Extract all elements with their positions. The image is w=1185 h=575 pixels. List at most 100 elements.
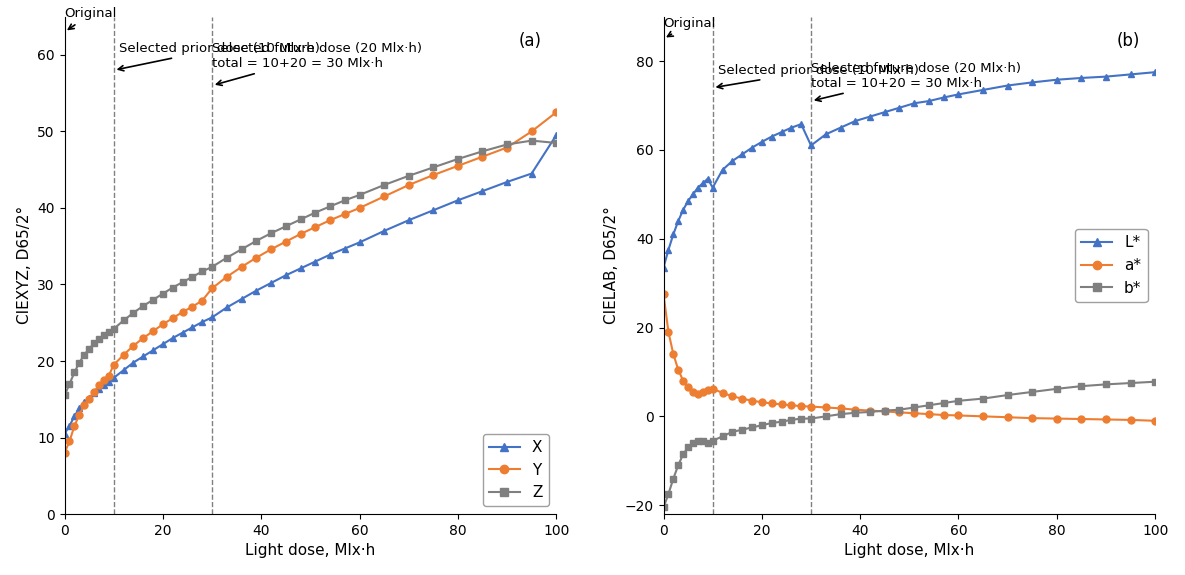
Z	[402, 172, 416, 179]
X	[72, 405, 87, 412]
a*	[755, 398, 769, 405]
a*	[1148, 417, 1162, 424]
b*	[952, 397, 966, 404]
Z	[235, 246, 249, 253]
Text: Selected future dose (20 Mlx·h)
total = 10+20 = 30 Mlx·h: Selected future dose (20 Mlx·h) total = …	[811, 62, 1021, 101]
X	[68, 413, 82, 420]
L*	[656, 264, 671, 271]
L*	[833, 124, 847, 131]
Line: Z: Z	[62, 137, 559, 399]
X	[402, 217, 416, 224]
L*	[848, 117, 863, 124]
X	[107, 374, 121, 381]
b*	[863, 408, 877, 415]
a*	[696, 389, 710, 396]
L*	[681, 198, 696, 205]
Z	[475, 148, 489, 155]
X	[294, 265, 308, 272]
Z	[219, 254, 233, 261]
Y	[278, 238, 293, 245]
a*	[1025, 415, 1039, 421]
X	[549, 132, 563, 139]
Text: Original: Original	[64, 7, 117, 29]
Y	[68, 423, 82, 430]
Z	[136, 302, 150, 309]
a*	[892, 409, 907, 416]
L*	[661, 246, 675, 253]
b*	[819, 413, 833, 420]
b*	[725, 428, 739, 435]
L*	[952, 91, 966, 98]
Z	[278, 223, 293, 230]
a*	[803, 403, 818, 410]
Z	[155, 290, 169, 297]
X	[92, 386, 107, 393]
X	[57, 430, 71, 437]
X-axis label: Light dose, Mlx·h: Light dose, Mlx·h	[844, 543, 974, 558]
a*	[952, 412, 966, 419]
Z	[116, 317, 130, 324]
L*	[819, 131, 833, 138]
X	[235, 296, 249, 302]
Y	[294, 231, 308, 237]
L*	[1148, 69, 1162, 76]
X	[308, 258, 322, 265]
b*	[681, 444, 696, 451]
b*	[705, 438, 719, 444]
Text: Selected future dose (20 Mlx·h)
total = 10+20 = 30 Mlx·h: Selected future dose (20 Mlx·h) total = …	[212, 42, 422, 86]
Y	[107, 362, 121, 369]
a*	[1050, 415, 1064, 422]
a*	[1075, 416, 1089, 423]
Y	[155, 321, 169, 328]
Z	[500, 141, 514, 148]
Y	[427, 171, 441, 178]
X	[338, 245, 352, 252]
Y-axis label: CIEXYZ, D65/2°: CIEXYZ, D65/2°	[17, 206, 32, 324]
Z	[72, 359, 87, 366]
X	[166, 335, 180, 342]
X	[264, 279, 278, 286]
Z	[57, 392, 71, 399]
Line: a*: a*	[660, 291, 1159, 424]
Z	[427, 164, 441, 171]
b*	[1000, 392, 1014, 398]
Y	[450, 162, 465, 169]
Y	[402, 182, 416, 189]
X	[352, 239, 366, 246]
L*	[696, 180, 710, 187]
Y	[235, 263, 249, 270]
Y	[525, 128, 539, 135]
Y-axis label: CIELAB, D65/2°: CIELAB, D65/2°	[604, 206, 619, 324]
b*	[976, 395, 991, 402]
Z	[185, 273, 199, 280]
a*	[1000, 414, 1014, 421]
a*	[681, 384, 696, 391]
X	[196, 319, 210, 325]
Z	[324, 203, 338, 210]
b*	[1148, 378, 1162, 385]
Z	[102, 328, 116, 335]
X	[102, 378, 116, 385]
a*	[1098, 416, 1113, 423]
a*	[705, 385, 719, 392]
b*	[878, 407, 892, 414]
a*	[745, 397, 760, 404]
L*	[784, 124, 799, 131]
Y	[87, 388, 101, 395]
L*	[1075, 75, 1089, 82]
a*	[666, 351, 680, 358]
b*	[1123, 380, 1138, 386]
a*	[686, 389, 700, 396]
a*	[863, 407, 877, 414]
Y	[475, 154, 489, 160]
Y	[136, 335, 150, 342]
a*	[735, 395, 749, 402]
Z	[294, 216, 308, 223]
Z	[249, 237, 263, 244]
L*	[677, 206, 691, 213]
Z	[377, 182, 391, 189]
L*	[745, 144, 760, 151]
L*	[705, 184, 719, 191]
X	[249, 287, 263, 294]
b*	[1098, 381, 1113, 388]
